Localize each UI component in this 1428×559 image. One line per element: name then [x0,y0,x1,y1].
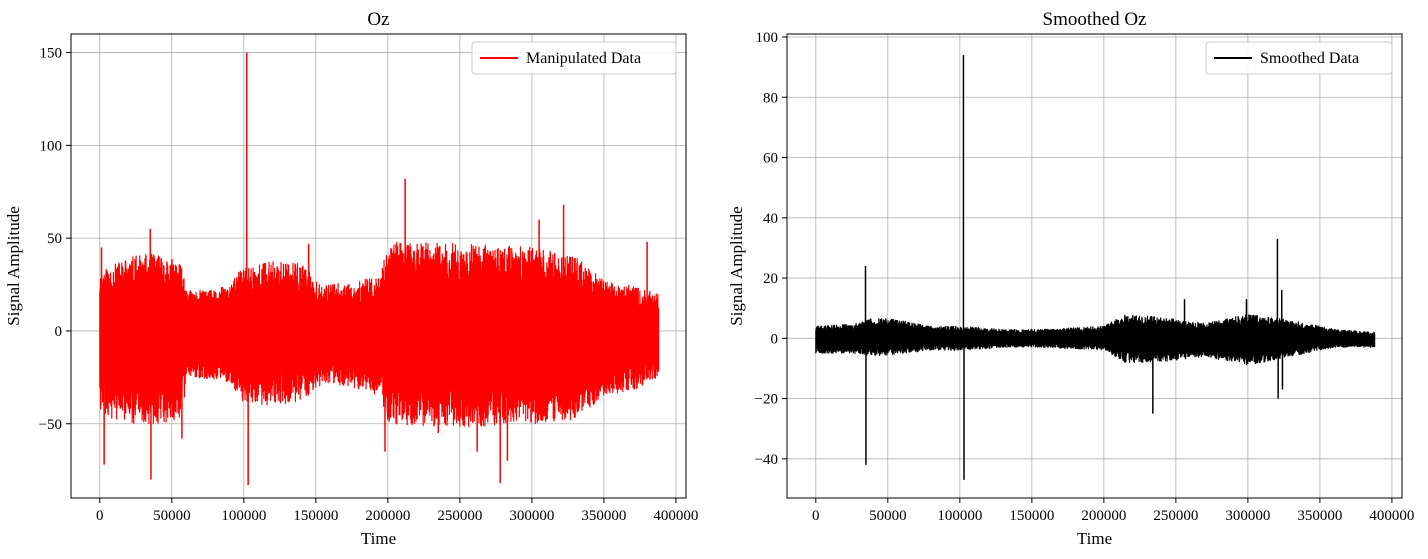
subplot-1: 0 50000 100000 150000 200000 250000 300000 3500… [4,9,698,548]
x-tick-label: 300000 [1225,508,1270,524]
legend: Manipulated Data [471,41,677,75]
series-line [99,241,660,428]
series-line [815,314,1376,366]
y-tick-label: −40 [755,452,778,468]
x-tick-label: 200000 [1081,508,1126,524]
y-tick-label: 100 [40,138,63,154]
legend: Smoothed Data [1205,41,1393,75]
y-tick-label: 50 [47,231,62,247]
x-tick-label: 0 [96,508,104,524]
x-tick-label: 350000 [581,508,626,524]
chart-title: Oz [367,9,389,30]
x-tick-label: 200000 [365,508,410,524]
chart-title: Smoothed Oz [1043,9,1147,30]
y-tick-label: 0 [55,324,63,340]
y-tick-label: 0 [771,331,779,347]
legend-label: Smoothed Data [1260,50,1359,67]
x-tick-label: 400000 [1369,508,1414,524]
x-axis-label: Time [1077,529,1112,548]
y-tick-label: 20 [763,271,778,287]
x-tick-label: 50000 [869,508,907,524]
x-tick-label: 350000 [1297,508,1342,524]
y-tick-label: 80 [763,90,778,106]
legend-box [471,41,677,75]
x-tick-label: 400000 [653,508,698,524]
legend-box [1205,41,1393,75]
y-tick-label: −20 [755,392,778,408]
x-axis-label: Time [361,529,396,548]
plot-area [99,52,660,486]
legend-label: Manipulated Data [526,50,641,67]
plot-area [815,55,1376,480]
y-tick-label: 150 [40,46,63,62]
x-tick-label: 0 [812,508,820,524]
axes-frame [70,33,687,499]
x-tick-label: 250000 [1153,508,1198,524]
y-axis-label: Signal Amplitude [727,206,746,325]
x-tick-label: 150000 [293,508,338,524]
y-tick-label: −50 [39,417,62,433]
x-tick-label: 100000 [937,508,982,524]
y-tick-label: 40 [763,211,778,227]
subplot-2: 0 50000 100000 150000 200000 250000 300000 3500… [727,9,1414,548]
x-tick-label: 250000 [437,508,482,524]
axes-frame [786,33,1403,499]
y-tick-label: 60 [763,151,778,167]
x-tick-label: 50000 [153,508,191,524]
y-axis-label: Signal Amplitude [4,206,23,325]
y-tick-label: 100 [756,30,779,46]
x-tick-label: 100000 [221,508,266,524]
x-tick-label: 300000 [509,508,554,524]
x-tick-label: 150000 [1009,508,1054,524]
